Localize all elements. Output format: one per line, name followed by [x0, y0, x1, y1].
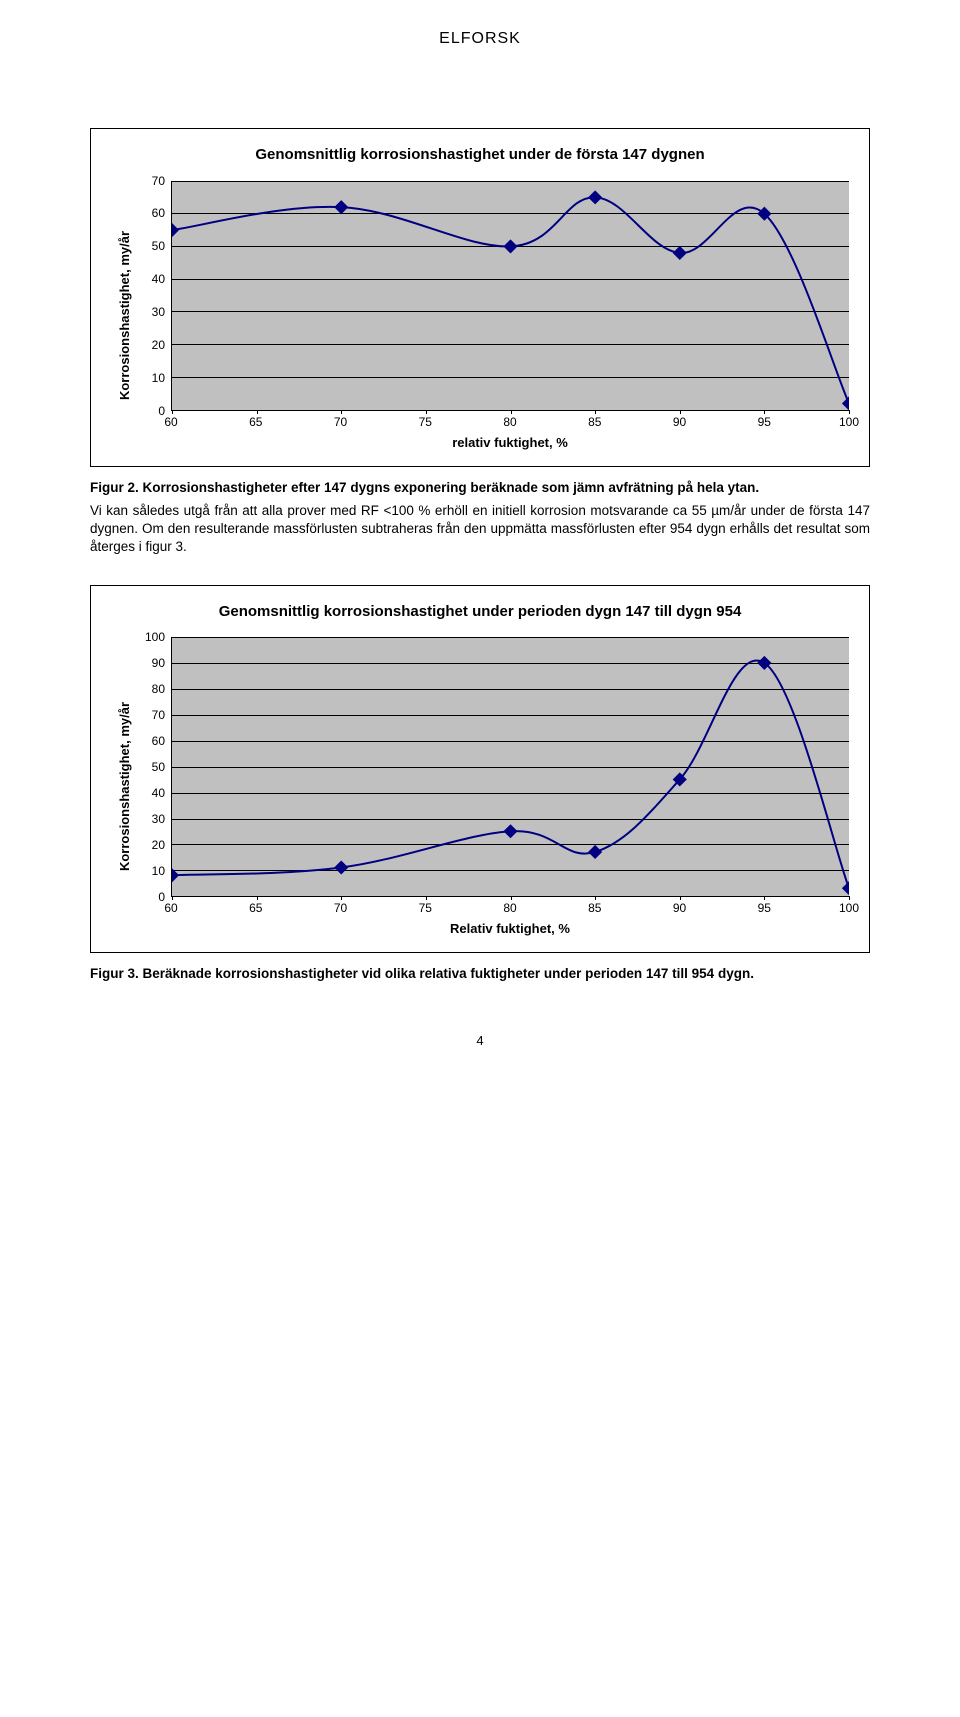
- chart-1-plot-col: 6065707580859095100 relativ fuktighet, %: [171, 181, 849, 450]
- xtick-mark: [849, 896, 850, 900]
- ytick-label: 40: [152, 272, 165, 286]
- data-marker: [334, 861, 348, 875]
- page-number: 4: [90, 1033, 870, 1048]
- chart-1-title: Genomsnittlig korrosionshastighet under …: [111, 145, 849, 165]
- chart-2-title: Genomsnittlig korrosionshastighet under …: [111, 602, 849, 622]
- chart-2-plot-area: [171, 637, 849, 897]
- xtick-label: 95: [758, 415, 771, 429]
- chart-2-yticks: 0102030405060708090100: [139, 637, 171, 897]
- xtick-label: 90: [673, 415, 686, 429]
- ytick-label: 60: [152, 734, 165, 748]
- chart-1-xlabel: relativ fuktighet, %: [171, 435, 849, 450]
- data-marker: [842, 396, 849, 410]
- ytick-label: 20: [152, 838, 165, 852]
- chart-2-ylabel-col: Korrosionshastighet, my/år: [111, 637, 139, 936]
- xtick-label: 75: [419, 415, 432, 429]
- ytick-label: 70: [152, 708, 165, 722]
- ytick-label: 90: [152, 656, 165, 670]
- xtick-label: 85: [588, 415, 601, 429]
- xtick-label: 80: [503, 901, 516, 915]
- chart-2-plot-col: 6065707580859095100 Relativ fuktighet, %: [171, 637, 849, 936]
- chart-2-xticks: 6065707580859095100: [171, 897, 849, 917]
- chart-1-plot-area: [171, 181, 849, 411]
- xtick-label: 90: [673, 901, 686, 915]
- chart-1-yticks: 010203040506070: [139, 181, 171, 411]
- chart-2-body: Korrosionshastighet, my/år 0102030405060…: [111, 637, 849, 936]
- xtick-label: 70: [334, 415, 347, 429]
- xtick-label: 85: [588, 901, 601, 915]
- xtick-label: 65: [249, 415, 262, 429]
- data-marker: [588, 845, 602, 859]
- ytick-label: 60: [152, 206, 165, 220]
- ytick-label: 30: [152, 305, 165, 319]
- ytick-label: 20: [152, 338, 165, 352]
- xtick-label: 60: [164, 901, 177, 915]
- ytick-label: 10: [152, 864, 165, 878]
- data-marker: [172, 868, 179, 882]
- data-marker: [503, 239, 517, 253]
- ytick-label: 10: [152, 371, 165, 385]
- chart-2-xlabel: Relativ fuktighet, %: [171, 921, 849, 936]
- xtick-label: 95: [758, 901, 771, 915]
- page-container: ELFORSK Genomsnittlig korrosionshastighe…: [0, 0, 960, 1088]
- ytick-label: 50: [152, 239, 165, 253]
- figure-2-caption: Figur 2. Korrosionshastigheter efter 147…: [90, 479, 870, 497]
- chart-1-ylabel: Korrosionshastighet, my/år: [118, 230, 133, 399]
- data-marker: [673, 245, 687, 259]
- chart-1-ylabel-col: Korrosionshastighet, my/år: [111, 181, 139, 450]
- ytick-label: 50: [152, 760, 165, 774]
- chart-2-ylabel: Korrosionshastighet, my/år: [118, 702, 133, 871]
- data-marker: [842, 881, 849, 895]
- series-line: [172, 197, 849, 403]
- xtick-label: 75: [419, 901, 432, 915]
- data-marker: [172, 223, 179, 237]
- chart-1-xticks: 6065707580859095100: [171, 411, 849, 431]
- data-marker: [334, 200, 348, 214]
- chart-svg: [172, 181, 849, 410]
- xtick-label: 100: [839, 415, 859, 429]
- ytick-label: 30: [152, 812, 165, 826]
- chart-1-box: Genomsnittlig korrosionshastighet under …: [90, 128, 870, 467]
- ytick-label: 80: [152, 682, 165, 696]
- page-header: ELFORSK: [90, 30, 870, 48]
- chart-2-box: Genomsnittlig korrosionshastighet under …: [90, 585, 870, 954]
- chart-svg: [172, 637, 849, 896]
- xtick-label: 60: [164, 415, 177, 429]
- figure-3-caption: Figur 3. Beräknade korrosionshastigheter…: [90, 965, 870, 983]
- series-line: [172, 661, 849, 889]
- ytick-label: 70: [152, 174, 165, 188]
- xtick-mark: [849, 410, 850, 414]
- chart-1-body: Korrosionshastighet, my/år 0102030405060…: [111, 181, 849, 450]
- data-marker: [588, 190, 602, 204]
- xtick-label: 100: [839, 901, 859, 915]
- ytick-label: 40: [152, 786, 165, 800]
- paragraph-1: Vi kan således utgå från att alla prover…: [90, 502, 870, 557]
- xtick-label: 70: [334, 901, 347, 915]
- data-marker: [503, 824, 517, 838]
- xtick-label: 65: [249, 901, 262, 915]
- xtick-label: 80: [503, 415, 516, 429]
- ytick-label: 100: [145, 630, 165, 644]
